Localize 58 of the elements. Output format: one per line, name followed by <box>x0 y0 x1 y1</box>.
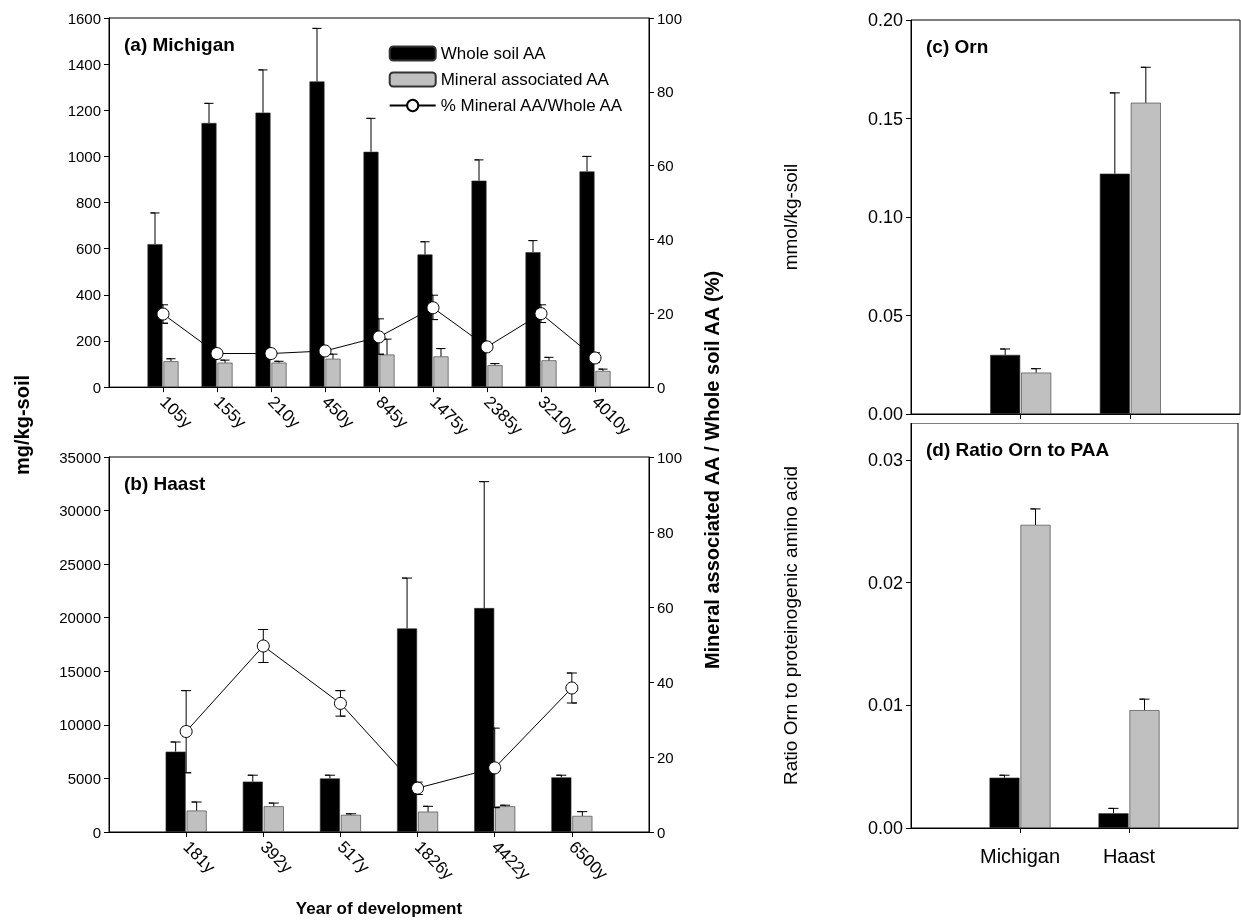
text: (a) Michigan <box>124 34 235 55</box>
x-tick-label: Haast <box>1102 845 1156 867</box>
y2-tick-label: 40 <box>657 230 674 248</box>
point <box>318 344 332 358</box>
text: (c) Orn <box>926 36 989 57</box>
y2-tick-label: 20 <box>657 304 674 322</box>
x-tick-label: Michigan <box>979 845 1061 867</box>
y2-tick-label: 40 <box>657 673 674 691</box>
y-tick-label: 0.05 <box>867 305 903 326</box>
y-axis-title: mg/kg-soil <box>10 374 34 476</box>
point <box>488 761 502 775</box>
y-tick-label: 5000 <box>67 769 101 787</box>
point <box>264 347 278 361</box>
y-tick-label: 0.03 <box>867 449 903 470</box>
legend-label: Mineral associated AA <box>440 70 610 89</box>
y2-tick-label: 100 <box>657 448 683 466</box>
y-tick-label: 0.01 <box>867 695 903 716</box>
y-tick-label: 0.15 <box>867 108 903 129</box>
x-axis-title: Year of development <box>295 899 463 918</box>
y-tick-label: 35000 <box>59 448 101 466</box>
y2-tick-label: 0 <box>657 823 666 841</box>
y-tick-label: 0.20 <box>867 10 903 30</box>
point <box>210 347 224 361</box>
y-tick-label: 20000 <box>59 609 101 627</box>
y-axis-title: mmol/kg-soil <box>780 163 801 271</box>
y2-tick-label: 0 <box>657 378 666 396</box>
point <box>179 725 193 738</box>
y-tick-label: 0.02 <box>867 572 903 593</box>
y-tick-label: 25000 <box>59 555 101 573</box>
y2-axis-title: Mineral associated AA / Whole soil AA (%) <box>700 270 724 670</box>
y-tick-label: 0.10 <box>867 207 903 227</box>
y-tick-label: 0 <box>92 378 101 396</box>
y-tick-label: 0 <box>92 823 101 841</box>
y-tick-label: 1000 <box>67 147 101 165</box>
y2-tick-label: 80 <box>657 523 674 541</box>
y-tick-label: 30000 <box>59 502 101 520</box>
y-tick-label: 200 <box>75 332 101 350</box>
y-tick-label: 1200 <box>67 101 101 119</box>
y-tick-label: 15000 <box>59 662 101 680</box>
point <box>372 330 386 344</box>
y-tick-label: 1400 <box>67 55 101 73</box>
y-tick-label: 800 <box>75 194 101 212</box>
y2-tick-label: 60 <box>657 157 674 175</box>
y-tick-label: 10000 <box>59 716 101 734</box>
y2-tick-label: 100 <box>657 9 683 27</box>
y2-tick-label: 80 <box>657 83 674 101</box>
legend-label: % Mineral AA/Whole AA <box>440 96 623 115</box>
y2-tick-label: 20 <box>657 748 674 766</box>
legend-label: Whole soil AA <box>440 44 547 63</box>
y-tick-label: 400 <box>75 286 101 304</box>
y-tick-label: 0.00 <box>867 818 903 838</box>
y-tick-label: 0.00 <box>867 404 903 424</box>
text: (b) Haast <box>124 473 206 494</box>
y-tick-label: 600 <box>75 240 101 258</box>
y-tick-label: 1600 <box>67 9 101 27</box>
text: (d) Ratio Orn to PAA <box>926 439 1110 460</box>
y2-tick-label: 60 <box>657 598 674 616</box>
y-axis-title: Ratio Orn to proteinogenic amino acid <box>780 466 801 785</box>
